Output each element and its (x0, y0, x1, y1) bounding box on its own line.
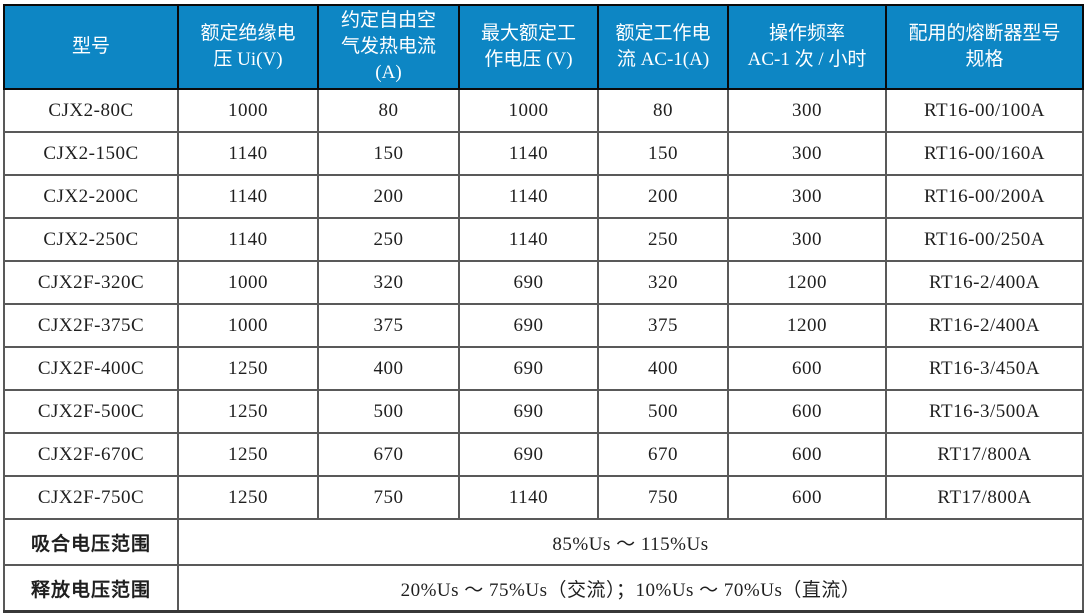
cell-value: RT16-00/250A (885, 217, 1084, 262)
cell-value: 250 (597, 217, 729, 262)
cell-value: 250 (317, 217, 460, 262)
cell-value: RT16-00/200A (885, 174, 1084, 219)
footer-row-pickup-voltage: 吸合电压范围 85%Us ～ 115%Us (3, 518, 1084, 566)
cell-value: 300 (727, 217, 887, 262)
cell-value: 600 (727, 432, 887, 477)
footer-value-release-voltage: 20%Us ～ 75%Us（交流）；10%Us ～ 70%Us（直流） (177, 564, 1084, 613)
cell-value: 690 (458, 432, 599, 477)
cell-value: 600 (727, 475, 887, 520)
table-row: CJX2F-670C 1250 670 690 670 600 RT17/800A (3, 432, 1084, 477)
cell-model: CJX2F-500C (3, 389, 179, 434)
cell-value: 200 (317, 174, 460, 219)
column-header-5: 操作频率 AC-1 次 / 小时 (727, 4, 887, 90)
cell-value: RT16-00/160A (885, 131, 1084, 176)
cell-value: 1000 (177, 260, 319, 305)
cell-value: 1140 (458, 475, 599, 520)
cell-value: RT16-3/500A (885, 389, 1084, 434)
cell-value: 670 (597, 432, 729, 477)
cell-model: CJX2F-400C (3, 346, 179, 391)
footer-label-pickup-voltage: 吸合电压范围 (3, 518, 179, 566)
cell-value: 300 (727, 174, 887, 219)
cell-value: 320 (317, 260, 460, 305)
cell-value: 300 (727, 88, 887, 133)
cell-model: CJX2F-750C (3, 475, 179, 520)
footer-row-release-voltage: 释放电压范围 20%Us ～ 75%Us（交流）；10%Us ～ 70%Us（直… (3, 564, 1084, 613)
cell-value: 150 (317, 131, 460, 176)
cell-value: 1140 (458, 217, 599, 262)
cell-value: 690 (458, 346, 599, 391)
column-header-3: 最大额定工 作电压 (V) (458, 4, 599, 90)
footer-label-release-voltage: 释放电压范围 (3, 564, 179, 613)
table-row: CJX2-150C 1140 150 1140 150 300 RT16-00/160A (3, 131, 1084, 176)
table-body: CJX2-80C 1000 80 1000 80 300 RT16-00/100A CJX2-… (3, 88, 1084, 520)
cell-value: 300 (727, 131, 887, 176)
cell-value: 1140 (177, 174, 319, 219)
cell-value: 80 (317, 88, 460, 133)
cell-value: 750 (597, 475, 729, 520)
footer-value-pickup-voltage: 85%Us ～ 115%Us (177, 518, 1084, 566)
column-header-1: 额定绝缘电 压 Ui(V) (177, 4, 319, 90)
table-row: CJX2-250C 1140 250 1140 250 300 RT16-00/250A (3, 217, 1084, 262)
spec-table-container: 型号 额定绝缘电 压 Ui(V) 约定自由空 气发热电流 (A) 最大额定工 作电压 … (3, 4, 1084, 613)
cell-value: 375 (597, 303, 729, 348)
cell-value: 1250 (177, 346, 319, 391)
cell-model: CJX2F-320C (3, 260, 179, 305)
cell-value: 600 (727, 346, 887, 391)
cell-model: CJX2F-375C (3, 303, 179, 348)
column-header-6: 配用的熔断器型号 规格 (885, 4, 1084, 90)
table-row: CJX2F-375C 1000 375 690 375 1200 RT16-2/400A (3, 303, 1084, 348)
cell-model: CJX2-250C (3, 217, 179, 262)
cell-value: 1140 (458, 131, 599, 176)
cell-value: 1250 (177, 389, 319, 434)
cell-value: 320 (597, 260, 729, 305)
cell-value: 400 (597, 346, 729, 391)
table-row: CJX2-80C 1000 80 1000 80 300 RT16-00/100A (3, 88, 1084, 133)
cell-value: 1250 (177, 475, 319, 520)
table-row: CJX2-200C 1140 200 1140 200 300 RT16-00/200A (3, 174, 1084, 219)
column-header-2: 约定自由空 气发热电流 (A) (317, 4, 460, 90)
column-header-0: 型号 (3, 4, 179, 90)
cell-model: CJX2-80C (3, 88, 179, 133)
table-row: CJX2F-320C 1000 320 690 320 1200 RT16-2/400A (3, 260, 1084, 305)
cell-value: 400 (317, 346, 460, 391)
cell-value: RT16-2/400A (885, 303, 1084, 348)
cell-value: 600 (727, 389, 887, 434)
cell-value: RT17/800A (885, 475, 1084, 520)
cell-value: 500 (597, 389, 729, 434)
table-row: CJX2F-400C 1250 400 690 400 600 RT16-3/450A (3, 346, 1084, 391)
cell-value: 1140 (458, 174, 599, 219)
cell-value: RT16-3/450A (885, 346, 1084, 391)
cell-value: 1140 (177, 217, 319, 262)
cell-value: 1000 (458, 88, 599, 133)
cell-value: RT16-00/100A (885, 88, 1084, 133)
header-row: 型号 额定绝缘电 压 Ui(V) 约定自由空 气发热电流 (A) 最大额定工 作电压 … (3, 4, 1084, 90)
cell-value: 375 (317, 303, 460, 348)
cell-value: 690 (458, 303, 599, 348)
cell-value: RT17/800A (885, 432, 1084, 477)
table-row: CJX2F-500C 1250 500 690 500 600 RT16-3/500A (3, 389, 1084, 434)
contactor-spec-table: 型号 额定绝缘电 压 Ui(V) 约定自由空 气发热电流 (A) 最大额定工 作电压 … (3, 4, 1084, 613)
cell-value: 150 (597, 131, 729, 176)
cell-value: 1000 (177, 88, 319, 133)
column-header-4: 额定工作电 流 AC-1(A) (597, 4, 729, 90)
cell-value: 1000 (177, 303, 319, 348)
cell-value: 670 (317, 432, 460, 477)
cell-model: CJX2F-670C (3, 432, 179, 477)
cell-value: 200 (597, 174, 729, 219)
cell-value: 690 (458, 389, 599, 434)
cell-value: 1250 (177, 432, 319, 477)
table-row: CJX2F-750C 1250 750 1140 750 600 RT17/800A (3, 475, 1084, 520)
cell-value: 750 (317, 475, 460, 520)
cell-value: 1200 (727, 303, 887, 348)
cell-model: CJX2-150C (3, 131, 179, 176)
cell-value: 1140 (177, 131, 319, 176)
cell-value: RT16-2/400A (885, 260, 1084, 305)
cell-value: 690 (458, 260, 599, 305)
cell-value: 80 (597, 88, 729, 133)
cell-value: 1200 (727, 260, 887, 305)
cell-model: CJX2-200C (3, 174, 179, 219)
cell-value: 500 (317, 389, 460, 434)
